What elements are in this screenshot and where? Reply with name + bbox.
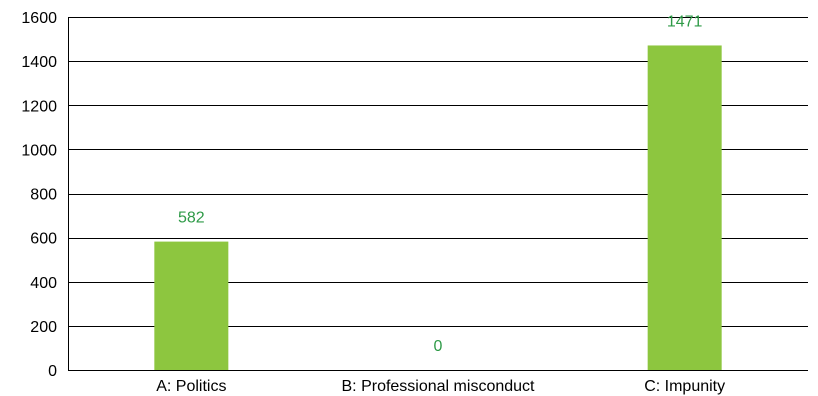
bar-2 xyxy=(647,45,722,370)
y-tick-label: 1200 xyxy=(21,98,57,115)
data-labels: 582 0 1471 xyxy=(178,13,703,355)
x-category-label-0: A: Politics xyxy=(156,378,226,395)
y-tick-labels: 0 200 400 600 800 1000 1200 1400 1600 xyxy=(21,10,57,380)
bars xyxy=(154,45,722,370)
data-label-1: 0 xyxy=(434,338,443,355)
x-category-label-1: B: Professional misconduct xyxy=(342,378,536,395)
y-tick-label: 1600 xyxy=(21,10,57,27)
axes xyxy=(68,17,808,371)
data-label-2: 1471 xyxy=(667,13,703,30)
y-tick-label: 200 xyxy=(30,319,57,336)
y-tick-label: 1000 xyxy=(21,142,57,159)
y-tick-label: 0 xyxy=(48,363,57,380)
x-category-label-2: C: Impunity xyxy=(644,378,725,395)
y-tick-label: 600 xyxy=(30,231,57,248)
x-category-labels: A: Politics B: Professional misconduct C: … xyxy=(156,378,725,395)
y-tick-label: 1400 xyxy=(21,54,57,71)
data-label-0: 582 xyxy=(178,210,205,227)
bar-0 xyxy=(154,241,229,370)
y-tick-label: 800 xyxy=(30,187,57,204)
y-tick-label: 400 xyxy=(30,275,57,292)
